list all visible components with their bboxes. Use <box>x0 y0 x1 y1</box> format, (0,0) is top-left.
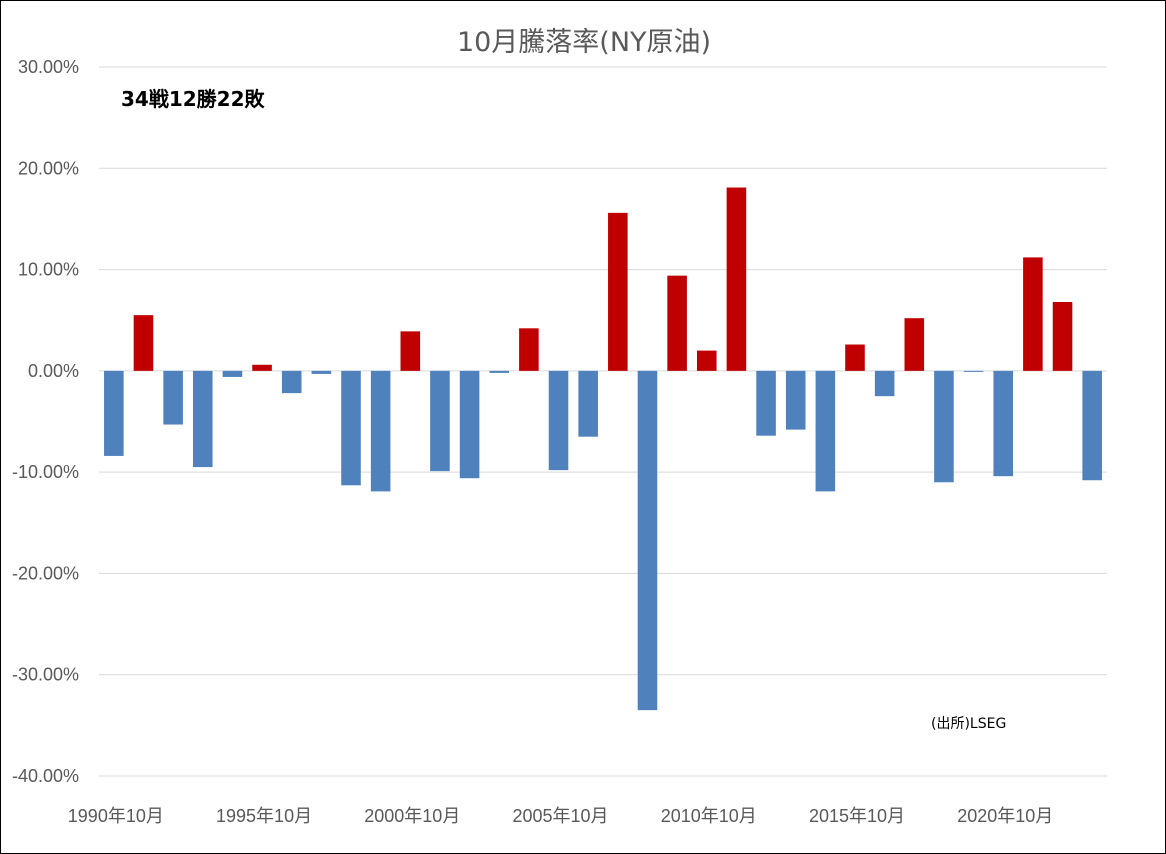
bar-2009 <box>667 275 687 371</box>
y-tick-label: 30.00% <box>18 57 79 77</box>
bar-1994 <box>222 370 243 377</box>
bar-2014 <box>815 370 836 492</box>
y-tick-label: 0.00% <box>28 361 79 381</box>
y-tick-label: -20.00% <box>12 563 79 583</box>
bar-2011 <box>726 187 747 371</box>
bar-1998 <box>341 370 361 486</box>
bar-2017 <box>904 318 925 371</box>
x-tick-label: 1990年10月 <box>68 806 164 826</box>
bar-2001 <box>430 370 450 472</box>
chart-title: 10月騰落率(NY原油) <box>457 27 711 58</box>
bar-1997 <box>311 370 332 374</box>
bar-1991 <box>133 315 154 371</box>
y-tick-label: 20.00% <box>18 158 79 178</box>
bar-2016 <box>874 370 895 397</box>
bar-2021 <box>1023 257 1043 371</box>
x-axis-tick-labels: 1990年10月 1995年10月 2000年10月 2005年10月 2010年10月… <box>68 806 1053 826</box>
x-tick-label: 1995年10月 <box>216 806 312 826</box>
win-loss-record: 34戦12勝22敗 <box>121 87 265 111</box>
x-tick-label: 2010年10月 <box>661 806 757 826</box>
bar-2002 <box>459 370 480 479</box>
bar-2023 <box>1082 370 1102 481</box>
bar-1996 <box>281 370 302 394</box>
y-tick-label: -10.00% <box>12 462 79 482</box>
bar-2022 <box>1052 301 1073 371</box>
x-tick-label: 2015年10月 <box>809 806 905 826</box>
gridlines <box>99 66 1107 777</box>
bar-2004 <box>519 328 539 371</box>
y-tick-label: 10.00% <box>18 260 79 280</box>
x-tick-label: 2005年10月 <box>512 806 608 826</box>
y-tick-label: -30.00% <box>12 665 79 685</box>
bar-2000 <box>400 331 421 371</box>
bar-2019 <box>963 370 984 372</box>
bar-2008 <box>637 370 658 711</box>
source-note: (出所)LSEG <box>931 716 1006 732</box>
x-tick-label: 2020年10月 <box>957 806 1053 826</box>
bar-2020 <box>993 370 1014 477</box>
x-tick-label: 2000年10月 <box>364 806 460 826</box>
bar-2006 <box>578 370 598 437</box>
bar-2015 <box>845 344 865 371</box>
bar-2005 <box>548 370 569 471</box>
bar-2018 <box>934 370 954 483</box>
bar-2010 <box>696 350 717 371</box>
y-tick-label: -40.00% <box>12 766 79 786</box>
bar-1990 <box>104 370 124 456</box>
bar-1993 <box>192 370 213 468</box>
bar-1995 <box>252 364 272 371</box>
bar-2007 <box>608 212 628 371</box>
bar-1999 <box>370 370 391 492</box>
bar-1992 <box>163 370 183 425</box>
bar-2003 <box>489 370 510 373</box>
bars <box>104 187 1102 711</box>
y-axis-tick-labels: 30.00% 20.00% 10.00% 0.00% -10.00% -20.00% -30… <box>12 57 79 786</box>
bar-2013 <box>785 370 806 430</box>
bar-2012 <box>756 370 776 436</box>
